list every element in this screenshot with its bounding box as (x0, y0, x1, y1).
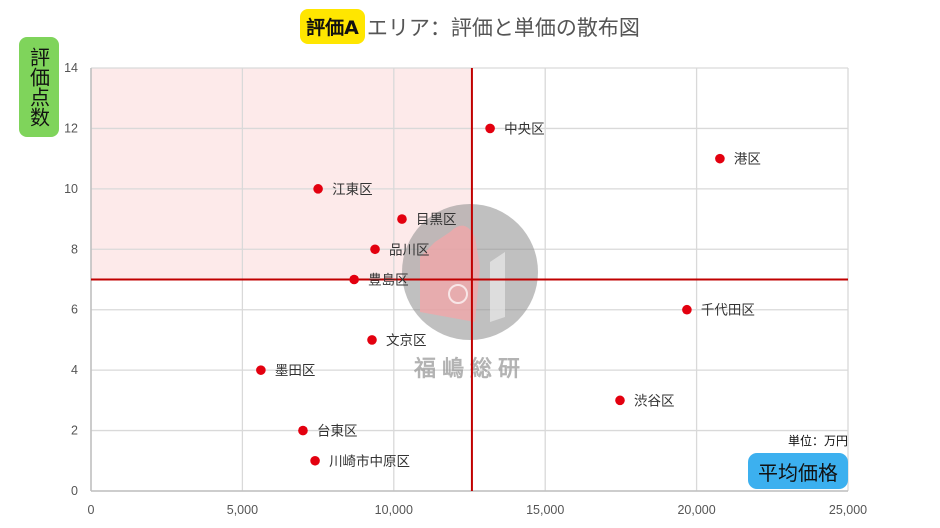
data-point-label: 品川区 (389, 242, 430, 258)
y-tick-label: 4 (71, 363, 78, 377)
x-tick-label: 10,000 (375, 503, 413, 517)
x-tick-label: 20,000 (677, 503, 715, 517)
data-point[interactable] (256, 365, 266, 375)
chart-title: 評価A エリア：評価と単価の散布図 (0, 9, 940, 44)
y-tick-label: 12 (64, 121, 78, 135)
data-point-label: 江東区 (332, 182, 373, 198)
data-point-label: 千代田区 (701, 303, 755, 319)
y-tick-label: 2 (71, 424, 78, 438)
x-tick-label: 0 (88, 503, 95, 517)
x-axis-label: 平均価格 (748, 453, 848, 489)
watermark-text: 福嶋総研 (413, 356, 526, 382)
data-point[interactable] (615, 395, 625, 406)
data-point[interactable] (313, 184, 323, 194)
data-point-label: 目黒区 (416, 212, 457, 228)
x-tick-label: 15,000 (526, 503, 564, 517)
data-point[interactable] (715, 153, 725, 164)
data-point-label: 港区 (734, 152, 761, 168)
watermark-glasses-icon (448, 284, 468, 304)
data-point[interactable] (370, 244, 380, 255)
y-axis-label: 評価点数 (19, 37, 59, 137)
y-tick-label: 6 (71, 303, 78, 317)
y-tick-label: 8 (71, 242, 78, 256)
data-point[interactable] (349, 274, 359, 285)
watermark-figure-icon (420, 225, 480, 322)
title-text: エリア：評価と単価の散布図 (366, 15, 640, 40)
x-tick-label: 5,000 (227, 503, 258, 517)
data-point-label: 渋谷区 (634, 393, 675, 409)
data-point-label: 豊島区 (368, 273, 409, 289)
unit-note: 単位：万円 (787, 434, 848, 448)
data-point-label: 中央区 (504, 121, 545, 137)
data-point-label: 墨田区 (275, 363, 316, 379)
data-point[interactable] (367, 335, 377, 345)
watermark-building-icon (490, 252, 505, 322)
data-point-label: 文京区 (386, 333, 427, 349)
data-point-label: 台東区 (317, 424, 358, 440)
data-point[interactable] (682, 304, 692, 315)
title-badge: 評価A (300, 9, 365, 44)
y-tick-label: 10 (64, 182, 78, 196)
x-tick-label: 25,000 (829, 503, 867, 517)
data-point[interactable] (485, 123, 495, 134)
data-point[interactable] (298, 425, 308, 436)
data-point-label: 川崎市中原区 (329, 453, 410, 470)
y-tick-label: 14 (64, 61, 78, 75)
y-tick-label: 0 (71, 484, 78, 498)
data-point[interactable] (310, 455, 320, 466)
data-point[interactable] (397, 214, 407, 224)
